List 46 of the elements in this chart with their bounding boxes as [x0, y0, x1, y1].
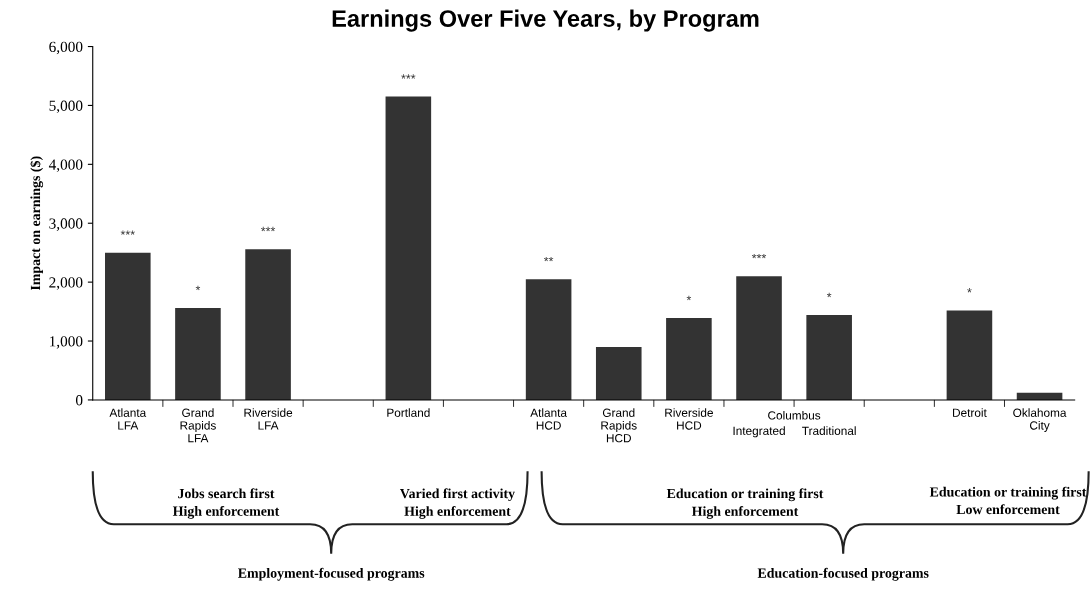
text: Varied first activity High enforcement	[399, 488, 515, 519]
text: Employment-focused programs	[238, 567, 425, 581]
text: Columbus	[768, 410, 821, 420]
bar	[666, 318, 712, 400]
bar	[245, 249, 291, 400]
x-tick-label: Detroit	[953, 408, 987, 417]
y-tick-label: 1,000	[49, 336, 83, 349]
data-label: *	[195, 285, 201, 291]
y-axis-title: Impact on earnings ($)	[29, 156, 44, 291]
bar	[105, 252, 151, 400]
data-label: ***	[401, 74, 416, 79]
chart-title: Earnings Over Five Years, by Program	[332, 9, 759, 32]
y-tick-label: 2,000	[49, 277, 83, 290]
y-tick-label: 6,000	[49, 41, 83, 55]
data-label: ***	[120, 230, 135, 235]
text: Education or training first Low enforcement	[929, 486, 1087, 515]
x-tick-label: Grand Rapids LFA	[180, 408, 216, 443]
data-label: ***	[260, 226, 276, 232]
x-tick-label: Grand Rapids HCD	[601, 408, 637, 443]
bar	[595, 346, 642, 400]
bar	[525, 279, 572, 400]
x-tick-label: Oklahoma City	[1013, 408, 1067, 432]
x-tick-label: Integrated	[733, 426, 785, 438]
text: Education or training first High enforcement	[666, 488, 824, 519]
bar	[806, 315, 852, 400]
y-tick-label: 4,000	[48, 159, 83, 172]
y-tick-label: 3,000	[49, 218, 83, 231]
x-tick-label: Atlanta LFA	[109, 408, 147, 430]
bar	[946, 310, 993, 400]
bar	[385, 96, 432, 400]
x-tick-label: Portland	[387, 408, 430, 417]
data-label: *	[826, 292, 832, 298]
text: Jobs search first High enforcement	[172, 488, 280, 519]
y-tick-label: 0	[75, 395, 83, 406]
data-label: **	[543, 256, 554, 262]
data-label: ***	[751, 253, 767, 259]
y-tick-label: 5,000	[49, 100, 83, 114]
x-tick-label: Atlanta HCD	[530, 408, 567, 430]
text: Education-focused programs	[757, 567, 929, 581]
bar	[175, 308, 221, 400]
x-tick-label: Traditional	[802, 426, 856, 435]
x-tick-label: Riverside HCD	[665, 408, 713, 430]
x-tick-label: Riverside LFA	[244, 408, 293, 430]
data-label: *	[967, 288, 972, 293]
bar	[736, 276, 782, 400]
data-label: *	[686, 295, 692, 301]
